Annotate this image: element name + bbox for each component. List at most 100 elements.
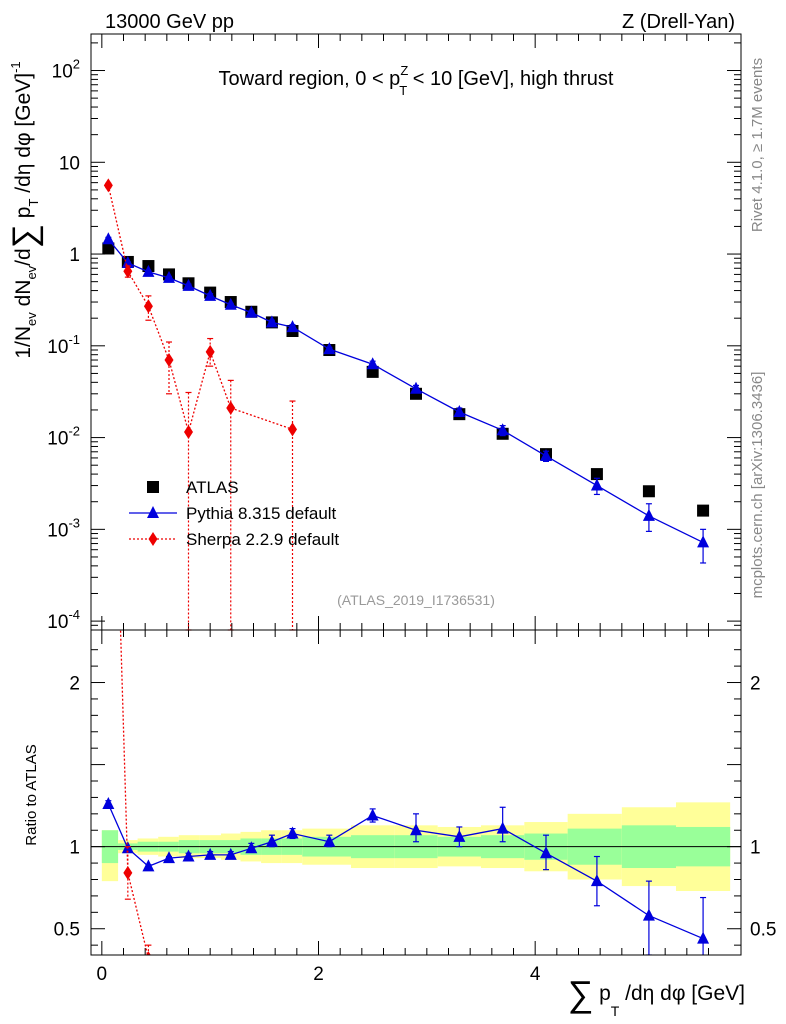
ratio-pythia-8-315-default-point (453, 829, 466, 842)
legend-label: Pythia 8.315 default (186, 504, 337, 523)
pythia-8-315-default-point (642, 508, 655, 521)
xlabel-part: p (593, 982, 611, 1005)
axis-labels: Toward region, 0 < pZ T < 10 [GeV], high … (6, 61, 745, 1019)
ratio-pythia-8-315-default-point (182, 849, 195, 862)
pythia-8-315-default-point (224, 297, 237, 310)
ratio-pythia-8-315-default-point (323, 834, 336, 847)
ratio-series (102, 630, 710, 955)
xlabel-sub: T (611, 1003, 620, 1019)
y-tick-label: 1 (69, 245, 80, 266)
legend-marker (147, 506, 159, 518)
y-tick-label-exp: -2 (68, 424, 80, 439)
ratio-x-tick-label: 4 (530, 964, 541, 985)
ratio-pythia-8-315-default-point (697, 931, 710, 944)
ratio-y-tick-label: 2 (69, 674, 80, 695)
y-tick-label: 10 (59, 153, 80, 174)
y-tick-label: 10-1 (47, 332, 80, 358)
ratio-pythia-8-315-default-point (224, 847, 237, 860)
ylabel-part: p (12, 207, 35, 225)
atlas-point (590, 468, 603, 481)
pythia-8-315-default-point (697, 535, 710, 548)
y-tick-label: 10-4 (47, 607, 80, 633)
main-y-axis-label: 1/Nev dNev/d∑ pT /dη dφ [GeV]-1 (6, 61, 44, 358)
ratio-pythia-8-315-default-point (410, 823, 422, 836)
sherpa-2-2-9-default-point (226, 401, 236, 416)
plot-title-sub: T (399, 83, 407, 98)
pythia-8-315-default-point (496, 423, 509, 436)
pythia-8-315-default-point (590, 478, 603, 491)
pythia-8-315-default-point (121, 255, 134, 268)
plot-title: Toward region, 0 < pZ T < 10 [GeV], high … (219, 63, 614, 98)
y-tick-label-base: 10 (52, 62, 73, 83)
ratio-pythia-8-315-default-point (642, 908, 655, 921)
sherpa-2-2-9-default-point (288, 422, 297, 437)
y-tick-label: 102 (52, 57, 80, 83)
y-tick-label: 10-2 (47, 424, 80, 450)
sherpa-2-2-9-default-point (143, 299, 153, 314)
pythia-8-315-default-point (245, 305, 258, 318)
sherpa-2-2-9-default-line (107, 185, 293, 435)
pythia-8-315-default-point (410, 381, 422, 394)
ratio-plot-frame (90, 629, 742, 956)
ratio-y-tick-label-right: 2 (750, 674, 761, 695)
main-series (102, 178, 710, 631)
header-energy-label: 13000 GeV pp (105, 11, 234, 33)
ylabel-sub: ev (24, 312, 39, 326)
ratio-sherpa-2-2-9-default-point (123, 865, 133, 880)
x-axis-label: ∑ pT /dη dφ [GeV] (568, 973, 745, 1019)
ylabel-part: dN (12, 280, 35, 313)
ylabel-part: /d (12, 248, 35, 266)
ratio-x-tick-label: 0 (97, 964, 108, 985)
legend-marker (147, 481, 159, 493)
ratio-y-tick-label: 0.5 (54, 920, 80, 941)
pythia-8-315-default-point (366, 357, 379, 370)
atlas-point (642, 485, 655, 498)
header-process-label: Z (Drell-Yan) (622, 11, 735, 33)
legend-marker (148, 532, 158, 546)
plot-title-sup: Z (400, 63, 408, 78)
y-tick-label-base: 10 (47, 520, 68, 541)
rivet-version-label: Rivet 4.1.0, ≥ 1.7M events (749, 58, 766, 232)
ylabel-sum: ∑ (6, 224, 44, 248)
legend-label: Sherpa 2.2.9 default (186, 530, 339, 549)
y-tick-label: 10-3 (47, 515, 80, 541)
pythia-8-315-default-point (265, 315, 278, 328)
ratio-x-tick-label: 2 (313, 964, 324, 985)
sherpa-2-2-9-default-point (103, 178, 113, 193)
pythia-8-315-default-point (323, 342, 336, 355)
y-tick-label-exp: -4 (68, 607, 80, 622)
ratio-sherpa-2-2-9-default-line (119, 630, 149, 955)
ratio-pythia-8-315-default-point (540, 846, 552, 859)
y-tick-label-exp: -1 (68, 332, 80, 347)
y-tick-label-base: 10 (47, 337, 68, 358)
sherpa-2-2-9-default-point (205, 344, 215, 359)
ratio-pythia-8-315-default-point (245, 841, 258, 854)
xlabel-sum: ∑ (568, 973, 594, 1014)
legend-label: ATLAS (186, 478, 239, 497)
ylabel-part: 1/N (12, 326, 35, 359)
y-tick-label-exp: 2 (73, 57, 80, 72)
sherpa-2-2-9-default-point (123, 264, 133, 279)
atlas-point (697, 504, 710, 517)
sherpa-2-2-9-default-point (184, 425, 193, 440)
pythia-8-315-default-point (540, 448, 552, 461)
source-label: mcplots.cern.ch [arXiv:1306.3436] (749, 372, 766, 599)
pythia-8-315-default-point (204, 288, 217, 301)
y-tick-label-exp: -3 (68, 515, 80, 530)
legend: ATLAS Pythia 8.315 default Sherpa 2.2.9 de… (129, 478, 339, 549)
xlabel-part: /dη dφ [GeV] (619, 982, 745, 1005)
ratio-y-axis-label: Ratio to ATLAS (23, 744, 40, 845)
pythia-8-315-default-point (102, 232, 115, 245)
y-tick-label-base: 10 (47, 429, 68, 450)
ratio-pythia-8-315-default-point (265, 834, 278, 847)
ylabel-sub: T (26, 199, 41, 207)
ratio-pythia-8-315-default-point (366, 808, 379, 821)
y-tick-label-base: 10 (47, 612, 68, 633)
analysis-watermark: (ATLAS_2019_I1736531) (337, 592, 495, 608)
sherpa-2-2-9-default-point (164, 353, 174, 368)
ratio-axes: 0.5 0.5 1 1 2 2 0 2 4 (54, 630, 776, 985)
ylabel-part: /dη dφ [GeV] (12, 73, 35, 199)
ratio-pythia-8-315-default-point (163, 851, 175, 864)
